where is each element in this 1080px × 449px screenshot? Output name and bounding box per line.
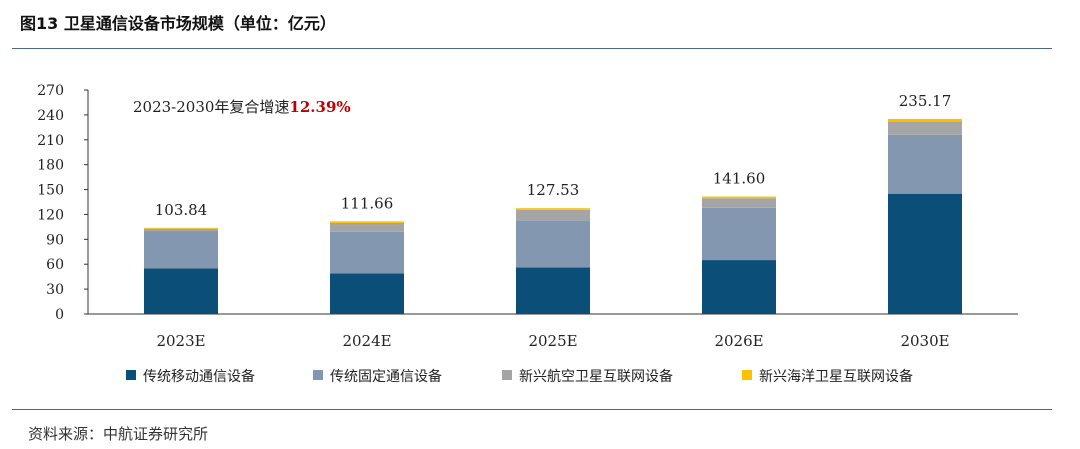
y-tick-label: 270: [37, 83, 64, 99]
bar-segment-2025E-1: [516, 220, 590, 268]
x-tick-label: 2023E: [156, 332, 205, 350]
bar-segment-2030E-2: [888, 121, 962, 135]
total-label: 127.53: [527, 181, 580, 199]
bar-segment-2030E-0: [888, 193, 962, 314]
bar-segment-2030E-1: [888, 134, 962, 194]
total-label: 111.66: [341, 194, 394, 212]
bar-segment-2026E-3: [702, 196, 776, 199]
legend-swatch: [126, 370, 136, 380]
y-tick-label: 30: [46, 282, 64, 298]
y-tick-label: 210: [37, 133, 64, 149]
y-tick-label: 90: [46, 232, 64, 248]
chart-title: 图13 卫星通信设备市场规模（单位：亿元）: [20, 14, 336, 33]
x-tick-label: 2024E: [342, 332, 391, 350]
cagr-value: 12.39%: [289, 98, 350, 116]
bar-segment-2026E-2: [702, 198, 776, 208]
bar-segment-2024E-1: [330, 231, 404, 274]
bar-segment-2023E-1: [144, 231, 218, 269]
total-label: 103.84: [155, 201, 208, 219]
y-tick-label: 0: [55, 307, 64, 323]
legend-swatch: [313, 370, 323, 380]
top-divider: [12, 48, 1052, 49]
legend-label: 传统固定通信设备: [330, 368, 442, 385]
total-label: 141.60: [713, 170, 766, 188]
x-tick-label: 2026E: [714, 332, 763, 350]
bar-segment-2024E-0: [330, 273, 404, 314]
cagr-label: 2023-2030年复合增速: [133, 98, 289, 116]
legend-label: 新兴航空卫星互联网设备: [519, 368, 673, 385]
x-tick-label: 2025E: [528, 332, 577, 350]
y-tick-label: 240: [37, 108, 64, 124]
total-label: 235.17: [899, 92, 952, 110]
y-tick-label: 120: [37, 207, 64, 223]
y-tick-label: 150: [37, 183, 64, 199]
bottom-divider: [12, 409, 1052, 410]
y-tick-label: 180: [37, 158, 64, 174]
source-note: 资料来源：中航证券研究所: [28, 425, 209, 443]
bar-segment-2030E-3: [888, 118, 962, 122]
bar-segment-2023E-3: [144, 227, 218, 229]
x-tick-label: 2030E: [900, 332, 949, 350]
bar-segment-2023E-0: [144, 268, 218, 314]
y-tick-label: 60: [46, 257, 64, 273]
legend: 传统移动通信设备 传统固定通信设备 新兴航空卫星互联网设备 新兴海洋卫星互联网设备: [126, 368, 913, 385]
bar-segment-2025E-2: [516, 209, 590, 221]
legend-label: 传统移动通信设备: [143, 368, 255, 385]
bar-segment-2026E-0: [702, 260, 776, 314]
bar-segment-2023E-2: [144, 228, 218, 232]
legend-label: 新兴海洋卫星互联网设备: [759, 368, 913, 385]
legend-swatch: [502, 370, 512, 380]
bar-segment-2025E-3: [516, 208, 590, 210]
cagr-annotation: 2023-2030年复合增速12.39%: [133, 98, 351, 116]
bar-segment-2026E-1: [702, 207, 776, 261]
bar-segment-2024E-2: [330, 222, 404, 232]
legend-swatch: [742, 370, 752, 380]
bar-segment-2025E-0: [516, 267, 590, 314]
bar-segment-2024E-3: [330, 221, 404, 223]
